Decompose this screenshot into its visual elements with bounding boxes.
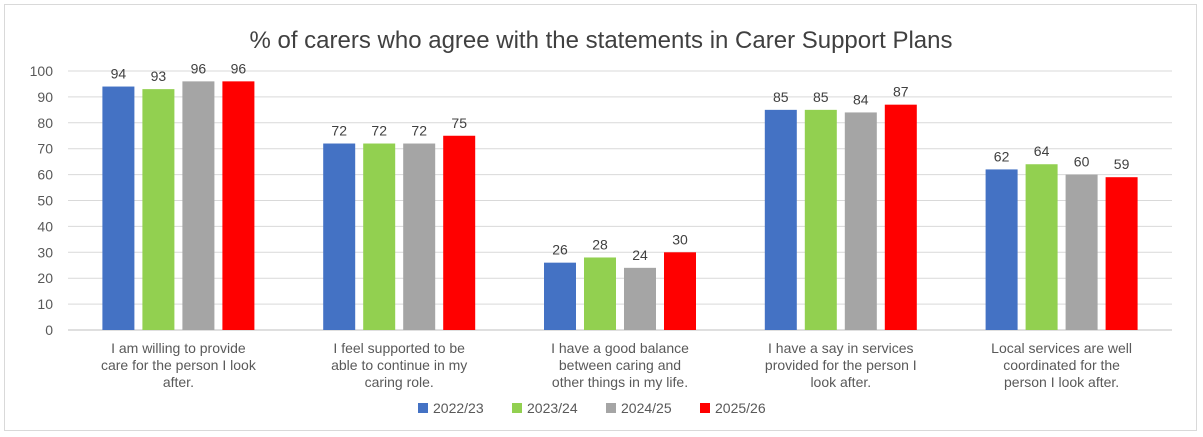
legend-swatch <box>606 403 616 413</box>
data-label: 93 <box>151 68 167 84</box>
data-label: 84 <box>853 91 869 107</box>
data-label: 87 <box>893 84 909 100</box>
bar <box>1065 174 1098 330</box>
legend-label: 2025/26 <box>715 400 766 416</box>
bar <box>403 143 436 330</box>
y-tick-label: 100 <box>30 63 54 79</box>
y-tick-label: 40 <box>37 218 53 234</box>
data-label: 85 <box>773 89 789 105</box>
y-tick-label: 70 <box>37 141 53 157</box>
bar <box>222 81 255 330</box>
bar <box>102 86 135 330</box>
data-label: 28 <box>592 236 608 252</box>
data-label: 75 <box>451 115 467 131</box>
data-labels: 94 93 96 96 72 72 72 75 26 28 24 30 85 85 84 87 62 64 60 59 <box>111 60 1130 262</box>
bar <box>443 135 476 330</box>
data-label: 72 <box>411 123 427 139</box>
y-tick-label: 80 <box>37 115 53 131</box>
data-label: 24 <box>632 247 648 263</box>
bar <box>544 262 576 330</box>
legend-swatch <box>418 403 428 413</box>
bar <box>985 169 1018 330</box>
bars <box>102 81 1138 330</box>
data-label: 94 <box>111 66 127 82</box>
y-tick-label: 20 <box>37 270 53 286</box>
data-label: 30 <box>672 231 688 247</box>
data-label: 72 <box>371 123 387 139</box>
y-tick-label: 30 <box>37 244 53 260</box>
bar <box>884 104 917 330</box>
x-category-label: I am willing to provide care for the pers… <box>101 340 257 390</box>
bar <box>764 109 797 330</box>
y-tick-label: 90 <box>37 89 53 105</box>
legend-swatch <box>512 403 522 413</box>
y-tick-label: 0 <box>45 322 53 338</box>
data-label: 96 <box>231 60 247 76</box>
y-tick-label: 50 <box>37 193 53 209</box>
y-axis: 0 10 20 30 40 50 60 70 80 90 100 <box>30 63 54 338</box>
legend-swatch <box>700 403 710 413</box>
bar <box>1025 164 1058 330</box>
y-tick-label: 60 <box>37 167 53 183</box>
legend-label: 2023/24 <box>527 400 578 416</box>
x-category-label: Local services are well coordinated for t… <box>991 340 1132 390</box>
bar <box>142 89 175 330</box>
x-category-label: I feel supported to be able to continue i… <box>331 340 467 390</box>
data-label: 60 <box>1074 154 1090 170</box>
bar <box>664 252 696 330</box>
bar <box>624 267 656 330</box>
legend-label: 2022/23 <box>433 400 484 416</box>
bar <box>1105 177 1138 330</box>
data-label: 26 <box>552 242 568 258</box>
bar <box>804 109 837 330</box>
data-label: 64 <box>1034 143 1050 159</box>
legend-label: 2024/25 <box>621 400 672 416</box>
bar <box>363 143 396 330</box>
legend: 2022/23 2023/24 2024/25 2025/26 <box>418 400 766 416</box>
bar <box>182 81 215 330</box>
data-label: 85 <box>813 89 829 105</box>
bar <box>323 143 356 330</box>
x-axis: I am willing to provide care for the pers… <box>101 340 1132 390</box>
x-category-label: I have a say in services provided for the… <box>765 340 917 390</box>
x-category-label: I have a good balance between caring and o… <box>551 340 689 390</box>
bar <box>584 257 616 330</box>
data-label: 72 <box>331 123 347 139</box>
data-label: 62 <box>994 148 1010 164</box>
bar <box>844 112 877 330</box>
chart-title: % of carers who agree with the statement… <box>249 27 952 54</box>
data-label: 96 <box>191 60 207 76</box>
data-label: 59 <box>1114 156 1130 172</box>
y-tick-label: 10 <box>37 296 53 312</box>
